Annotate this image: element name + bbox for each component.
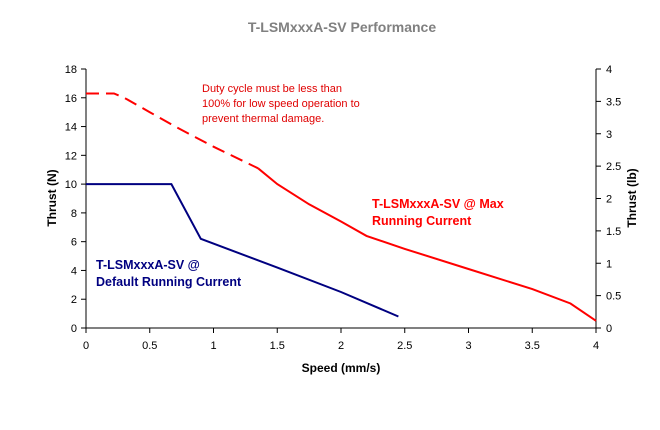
annotation-line-1: Duty cycle must be less than bbox=[202, 83, 342, 95]
max-current-label-line-2: Running Current bbox=[372, 214, 472, 228]
chart-title: T-LSMxxxA-SV Performance bbox=[248, 19, 436, 35]
y-tick-label: 8 bbox=[71, 208, 77, 220]
y2-tick-label: 3.5 bbox=[606, 96, 621, 108]
y2-axis-label: Thrust (lb) bbox=[625, 168, 639, 227]
default-current-label-line-2: Default Running Current bbox=[96, 275, 242, 289]
y-tick-label: 2 bbox=[71, 294, 77, 306]
y-tick-label: 10 bbox=[65, 179, 77, 191]
y2-tick-label: 0.5 bbox=[606, 291, 621, 303]
x-tick-label: 2.5 bbox=[397, 340, 412, 352]
x-tick-label: 1.5 bbox=[270, 340, 285, 352]
y-tick-label: 18 bbox=[65, 64, 77, 76]
default-current-line bbox=[86, 183, 399, 318]
annotation-line-3: prevent thermal damage. bbox=[202, 113, 324, 125]
series-layer bbox=[86, 92, 597, 322]
y-tick-label: 4 bbox=[71, 265, 77, 277]
x-tick-label: 1 bbox=[210, 340, 216, 352]
y-tick-label: 14 bbox=[65, 122, 77, 134]
default-current-label-line-1: T-LSMxxxA-SV @ bbox=[96, 258, 200, 272]
x-tick-label: 4 bbox=[593, 340, 599, 352]
x-axis: 0 0.5 1 1.5 2 2.5 3 3.5 4 bbox=[83, 328, 599, 352]
y2-tick-label: 3 bbox=[606, 129, 612, 141]
y2-tick-label: 0 bbox=[606, 323, 612, 335]
y-tick-label: 12 bbox=[65, 150, 77, 162]
y-axis-label: Thrust (N) bbox=[45, 169, 59, 226]
annotation-line-2: 100% for low speed operation to bbox=[202, 98, 360, 110]
x-axis-label: Speed (mm/s) bbox=[302, 361, 381, 375]
x-tick-label: 2 bbox=[338, 340, 344, 352]
max-current-line bbox=[257, 167, 597, 322]
y-tick-label: 16 bbox=[65, 93, 77, 105]
y2-tick-label: 2.5 bbox=[606, 161, 621, 173]
y2-tick-label: 1.5 bbox=[606, 226, 621, 238]
x-tick-label: 3 bbox=[465, 340, 471, 352]
y2-tick-label: 1 bbox=[606, 258, 612, 270]
y-axis-left: 0 2 4 6 8 10 12 14 16 18 bbox=[65, 64, 86, 335]
x-tick-label: 0.5 bbox=[142, 340, 157, 352]
x-tick-label: 0 bbox=[83, 340, 89, 352]
y2-tick-label: 4 bbox=[606, 64, 612, 76]
max-current-line-dashed bbox=[86, 92, 259, 170]
max-current-label-line-1: T-LSMxxxA-SV @ Max bbox=[372, 197, 504, 211]
y2-tick-label: 2 bbox=[606, 194, 612, 206]
y-tick-label: 6 bbox=[71, 237, 77, 249]
y-axis-right: 0 0.5 1 1.5 2 2.5 3 3.5 4 bbox=[596, 64, 621, 335]
x-tick-label: 3.5 bbox=[525, 340, 540, 352]
y-tick-label: 0 bbox=[71, 323, 77, 335]
